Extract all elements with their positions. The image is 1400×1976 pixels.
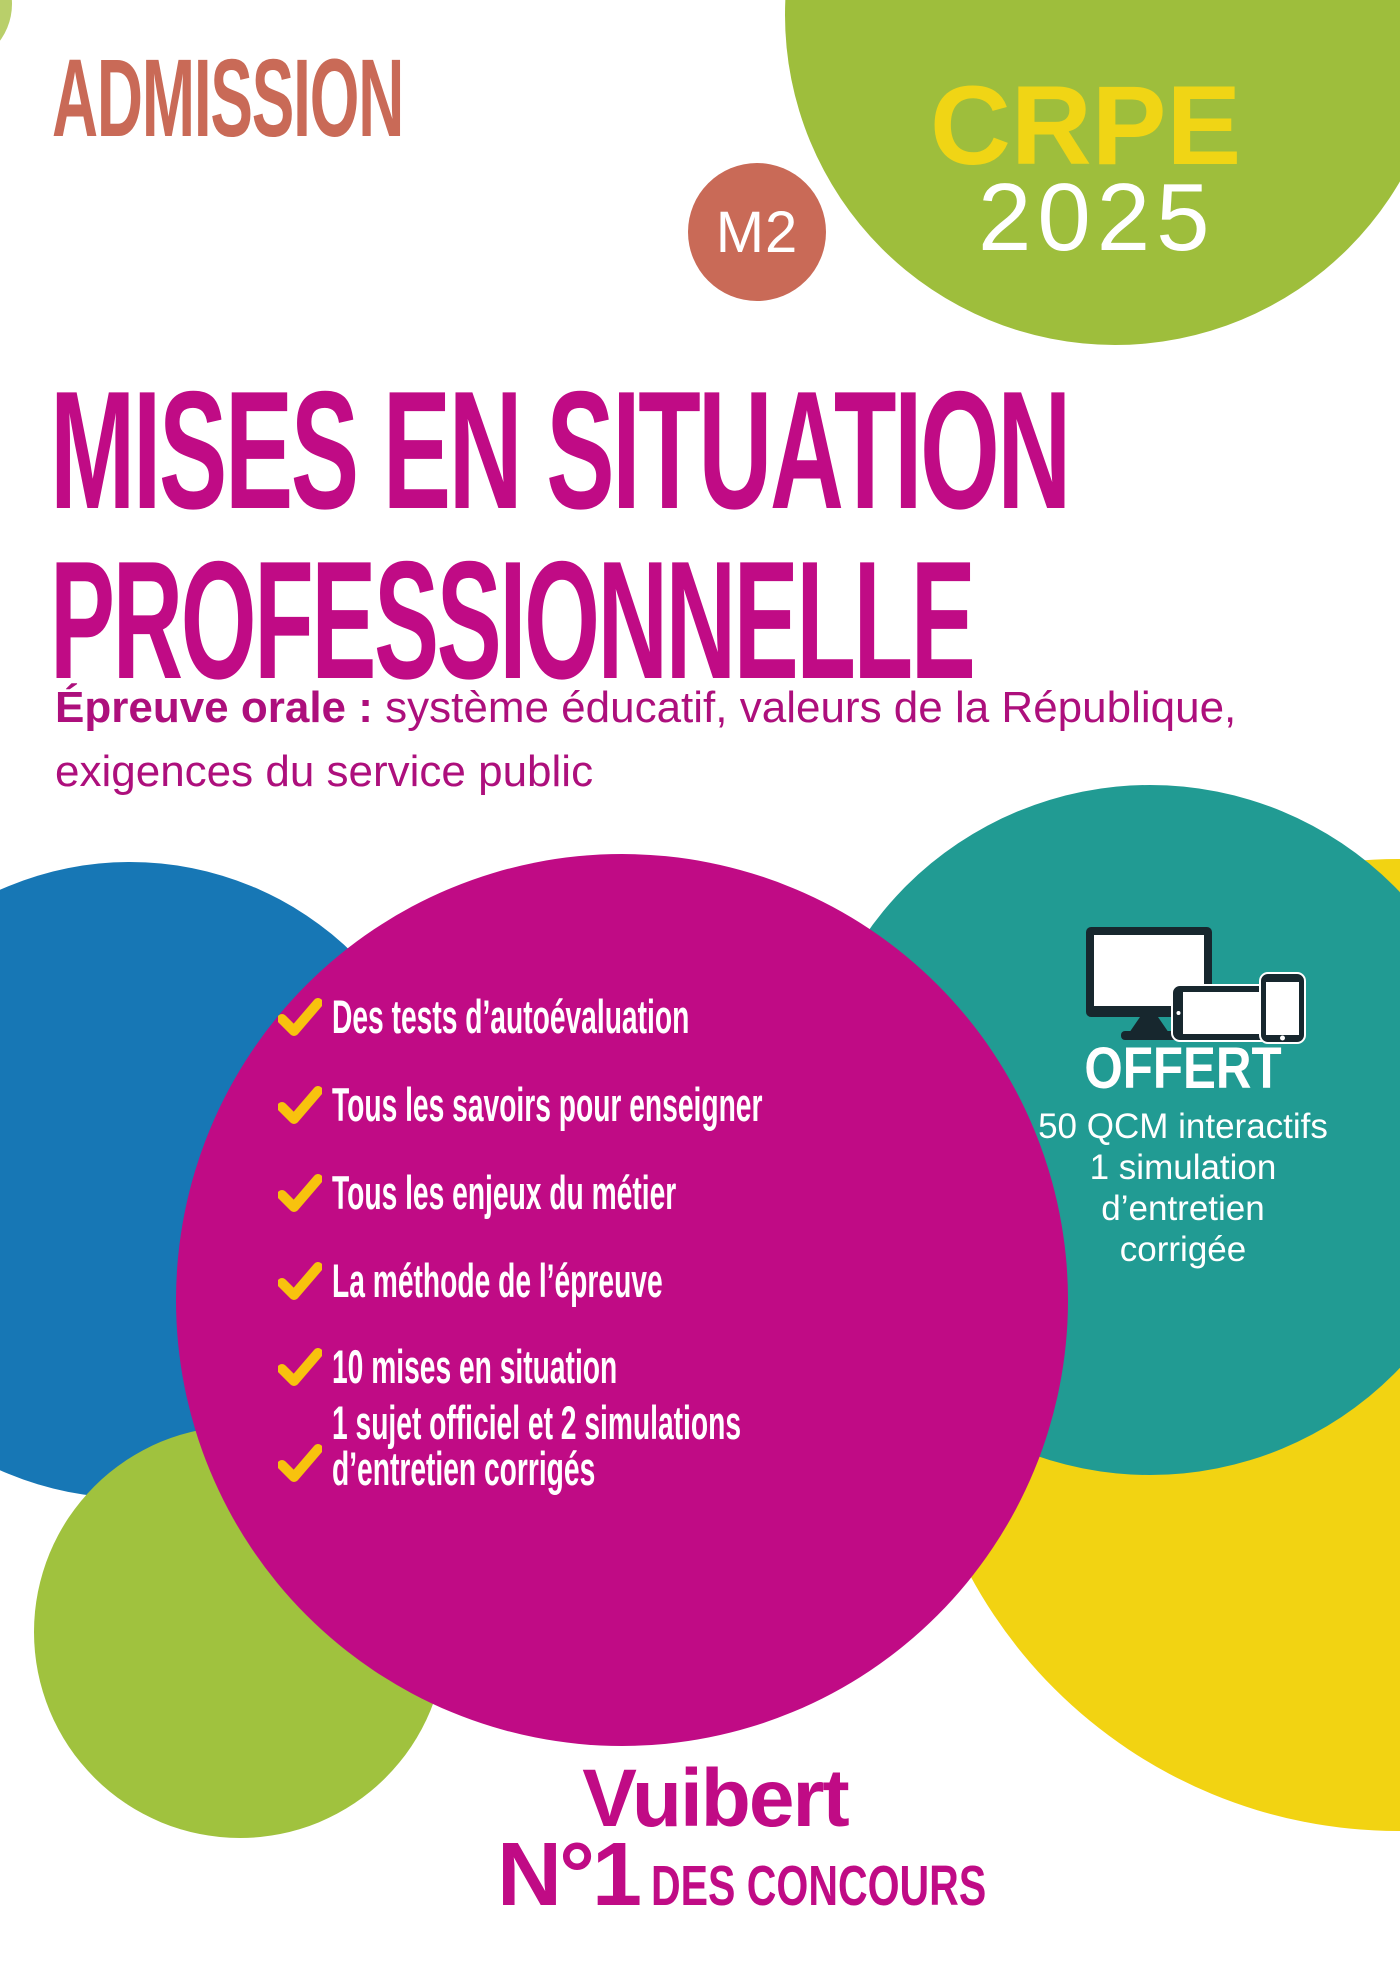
feature-label: 10 mises en situation <box>332 1340 618 1393</box>
check-icon <box>278 1444 322 1482</box>
feature-item: Des tests d’autoévaluation <box>278 990 928 1043</box>
title-line-1: MISES EN SITUATION <box>50 356 1071 544</box>
offer-line: 50 QCM interactifs <box>1038 1107 1328 1146</box>
offer-heading: OFFERT <box>1084 1036 1282 1101</box>
feature-item: Tous les savoirs pour enseigner <box>278 1078 1049 1131</box>
publisher-tagline: DES CONCOURS <box>651 1854 987 1918</box>
subtitle: Épreuve orale : système éducatif, valeur… <box>55 676 1236 804</box>
crpe-year-label: 2025 <box>978 164 1216 271</box>
crpe-label: CRPE <box>930 63 1242 188</box>
check-icon <box>278 1262 322 1300</box>
check-icon <box>278 998 322 1036</box>
offer-block: OFFERT 50 QCM interactifs 1 simulation d… <box>1018 1040 1348 1270</box>
feature-label: Tous les enjeux du métier <box>332 1166 677 1219</box>
feature-label-line1: 1 sujet officiel et 2 simulations <box>332 1396 742 1449</box>
check-icon <box>278 1174 322 1212</box>
subtitle-line-2: exigences du service public <box>55 747 594 796</box>
subtitle-bold: Épreuve orale : <box>55 683 373 732</box>
feature-label: Tous les savoirs pour enseigner <box>332 1078 763 1131</box>
feature-item: 10 mises en situation <box>278 1340 807 1393</box>
feature-label: Des tests d’autoévaluation <box>332 990 690 1043</box>
features-circle <box>176 854 1068 1746</box>
feature-item: 1 sujet officiel et 2 simulations d’entr… <box>278 1396 1014 1495</box>
feature-item: La méthode de l’épreuve <box>278 1254 883 1307</box>
feature-label: 1 sujet officiel et 2 simulations d’entr… <box>332 1396 742 1495</box>
offer-line: d’entretien <box>1101 1189 1265 1228</box>
publisher-name: Vuibert <box>582 1753 849 1844</box>
feature-label-line2: d’entretien corrigés <box>332 1442 596 1495</box>
publisher-logo: N°1 DES CONCOURS <box>497 1830 1117 1920</box>
check-icon <box>278 1086 322 1124</box>
subtitle-rest: système éducatif, valeurs de la Républiq… <box>372 683 1237 732</box>
admission-label: ADMISSION <box>52 37 404 160</box>
publisher-rank: N°1 <box>497 1825 642 1925</box>
m2-badge-circle: M2 <box>688 163 826 301</box>
title-line-2: PROFESSIONNELLE <box>50 526 976 714</box>
m2-label: M2 <box>715 199 799 265</box>
check-icon <box>278 1348 322 1386</box>
devices-icon <box>1086 927 1306 1044</box>
green-topleft-sliver-circle <box>0 0 12 66</box>
subtitle-line-1: Épreuve orale : système éducatif, valeur… <box>55 676 1236 740</box>
offer-line: 1 simulation <box>1089 1148 1277 1187</box>
feature-item: Tous les enjeux du métier <box>278 1166 906 1219</box>
offer-lines: 50 QCM interactifs 1 simulation d’entret… <box>1018 1106 1348 1270</box>
feature-label: La méthode de l’épreuve <box>332 1254 663 1307</box>
offer-line: corrigée <box>1119 1230 1247 1269</box>
